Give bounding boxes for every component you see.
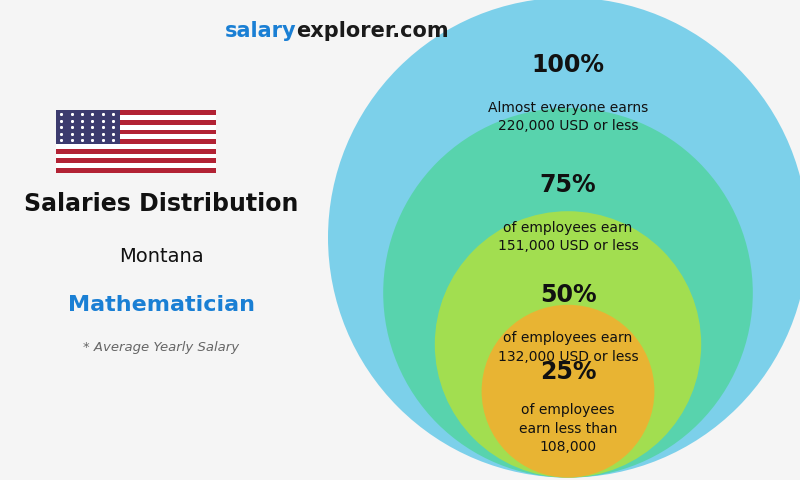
- Bar: [56, 149, 216, 154]
- Bar: [56, 154, 216, 158]
- Text: 75%: 75%: [540, 173, 596, 197]
- Text: Mathematician: Mathematician: [68, 295, 254, 315]
- Text: salary: salary: [224, 21, 296, 41]
- Text: * Average Yearly Salary: * Average Yearly Salary: [83, 341, 239, 355]
- Text: 100%: 100%: [531, 53, 605, 77]
- Text: of employees earn
151,000 USD or less: of employees earn 151,000 USD or less: [498, 221, 638, 253]
- Text: 50%: 50%: [540, 283, 596, 307]
- Circle shape: [383, 108, 753, 478]
- Text: of employees
earn less than
108,000: of employees earn less than 108,000: [519, 403, 617, 454]
- Circle shape: [482, 305, 654, 478]
- Bar: [56, 120, 216, 125]
- Text: Salaries Distribution: Salaries Distribution: [24, 192, 298, 216]
- Circle shape: [328, 0, 800, 478]
- Bar: [56, 110, 216, 115]
- Text: Almost everyone earns
220,000 USD or less: Almost everyone earns 220,000 USD or les…: [488, 101, 648, 133]
- Bar: [56, 110, 120, 144]
- Text: explorer.com: explorer.com: [296, 21, 449, 41]
- Bar: [56, 168, 216, 173]
- Bar: [56, 125, 216, 130]
- Text: of employees earn
132,000 USD or less: of employees earn 132,000 USD or less: [498, 331, 638, 364]
- Bar: [56, 144, 216, 149]
- Text: 25%: 25%: [540, 360, 596, 384]
- Bar: [56, 139, 216, 144]
- Bar: [56, 134, 216, 139]
- Text: Montana: Montana: [119, 247, 203, 266]
- Bar: [56, 158, 216, 163]
- Bar: [56, 115, 216, 120]
- Bar: [56, 163, 216, 168]
- Bar: [56, 130, 216, 134]
- Circle shape: [435, 211, 701, 478]
